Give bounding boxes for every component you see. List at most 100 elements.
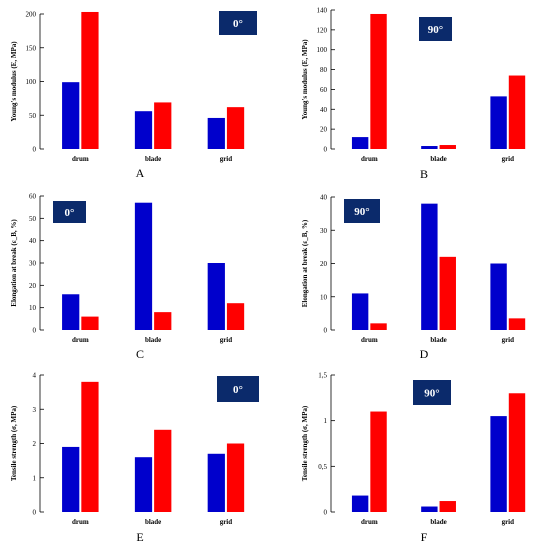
orientation-badge-label: 90° [424, 388, 439, 400]
y-tick-label: 30 [320, 227, 328, 235]
y-tick-label: 0 [33, 327, 37, 335]
y-tick-label: 80 [320, 66, 328, 74]
y-axis-label: Elongation at break (ε_B, %) [301, 219, 309, 307]
blue-bar-grid [490, 96, 507, 149]
blue-bar-blade [421, 146, 438, 149]
panel-label: B [420, 167, 428, 181]
y-tick-label: 3 [33, 406, 37, 414]
orientation-badge [419, 17, 452, 41]
y-tick-label: 30 [29, 260, 37, 268]
y-tick-label: 10 [29, 304, 37, 312]
x-category-label: grid [502, 518, 515, 526]
blue-bar-blade [134, 457, 153, 512]
y-tick-label: 20 [29, 282, 37, 290]
y-tick-label: 0,5 [318, 463, 327, 471]
y-tick-label: 4 [33, 372, 37, 380]
x-category-label: drum [361, 518, 378, 526]
red-bar-blade [439, 145, 456, 149]
y-tick-label: 40 [320, 106, 328, 114]
y-tick-label: 10 [320, 293, 328, 301]
blue-bar-grid [207, 453, 225, 512]
chart-panel-a: 0 50 100 150 200 Young's modulus (E, MPa) drum… [10, 11, 257, 180]
x-category-label: blade [430, 336, 446, 344]
blue-bar-drum [62, 82, 80, 149]
x-category-label: blade [430, 518, 446, 526]
red-bar-blade [154, 102, 172, 149]
red-bar-grid [226, 303, 245, 330]
y-tick-label: 0 [324, 327, 328, 335]
orientation-badge [413, 380, 451, 405]
y-tick-label: 0 [324, 146, 328, 154]
chart-panel-c: 0 10 20 30 40 50 60 Elongation at break (ε_B, %… [10, 193, 245, 361]
y-tick-label: 50 [29, 112, 37, 120]
red-bar-drum [370, 323, 387, 330]
y-axis-label: Tensile strength (σ, MPa) [10, 405, 18, 481]
x-category-label: grid [220, 336, 233, 344]
blue-bar-drum [351, 137, 369, 149]
chart-panel-e: 0 1 2 3 4 Tensile strength (σ, MPa) drum blade g… [10, 372, 259, 544]
x-category-label: blade [145, 336, 161, 344]
y-tick-label: 60 [320, 86, 328, 94]
blue-bar-grid [490, 263, 507, 330]
orientation-badge [217, 376, 259, 402]
x-category-label: grid [220, 155, 233, 163]
red-bar-drum [81, 316, 99, 330]
x-category-label: drum [72, 155, 89, 163]
red-bar-drum [370, 411, 387, 512]
red-bar-grid [508, 393, 526, 512]
y-tick-label: 0 [33, 146, 37, 154]
red-bar-blade [439, 256, 456, 330]
y-axis-label: Tensile strength (σ, MPa) [301, 405, 309, 481]
y-tick-label: 0 [33, 509, 37, 517]
red-bar-drum [370, 13, 387, 149]
y-tick-label: 0 [324, 509, 328, 517]
red-bar-drum [81, 381, 99, 512]
y-tick-label: 2 [33, 440, 37, 448]
x-category-label: drum [361, 336, 378, 344]
blue-bar-grid [490, 416, 507, 512]
blue-bar-drum [62, 294, 80, 330]
y-tick-label: 40 [320, 194, 328, 202]
y-tick-label: 1,5 [318, 372, 327, 380]
blue-bar-grid [207, 263, 225, 330]
orientation-badge [344, 199, 380, 223]
blue-bar-drum [351, 495, 369, 512]
blue-bar-blade [421, 203, 438, 330]
red-bar-grid [226, 443, 245, 512]
panel-label: C [136, 347, 144, 361]
chart-panel-b: 0 20 40 60 80 100 120 140 Young's modulus (E, MP… [301, 7, 526, 181]
y-tick-label: 40 [29, 237, 37, 245]
blue-bar-drum [351, 293, 369, 330]
blue-bar-grid [207, 117, 225, 149]
y-tick-label: 1 [324, 417, 328, 425]
orientation-badge-label: 90° [428, 24, 443, 36]
red-bar-blade [154, 312, 172, 330]
orientation-badge-label: 0° [65, 207, 75, 219]
y-tick-label: 100 [26, 78, 37, 86]
y-tick-label: 100 [317, 46, 328, 54]
red-bar-blade [439, 501, 456, 512]
red-bar-blade [154, 429, 172, 512]
orientation-badge [53, 201, 86, 223]
red-bar-drum [81, 11, 99, 149]
y-tick-label: 60 [29, 193, 37, 201]
orientation-badge-label: 0° [233, 384, 243, 396]
y-tick-label: 140 [317, 7, 328, 15]
blue-bar-blade [421, 506, 438, 512]
blue-bar-blade [134, 111, 153, 149]
red-bar-grid [226, 107, 245, 149]
red-bar-grid [508, 318, 526, 330]
orientation-badge-label: 90° [354, 206, 369, 218]
y-axis-label: Elongation at break (ε_B, %) [10, 219, 18, 307]
x-category-label: drum [72, 518, 89, 526]
x-category-label: blade [145, 518, 161, 526]
y-tick-label: 200 [26, 11, 37, 19]
chart-panel-f: 0 0,5 1 1,5 Tensile strength (σ, MPa) drum bla… [301, 372, 526, 544]
orientation-badge-label: 0° [233, 18, 243, 30]
y-tick-label: 20 [320, 126, 328, 134]
y-tick-label: 20 [320, 260, 328, 268]
blue-bar-blade [134, 202, 153, 330]
panel-label: E [136, 530, 143, 544]
x-category-label: blade [430, 155, 446, 163]
